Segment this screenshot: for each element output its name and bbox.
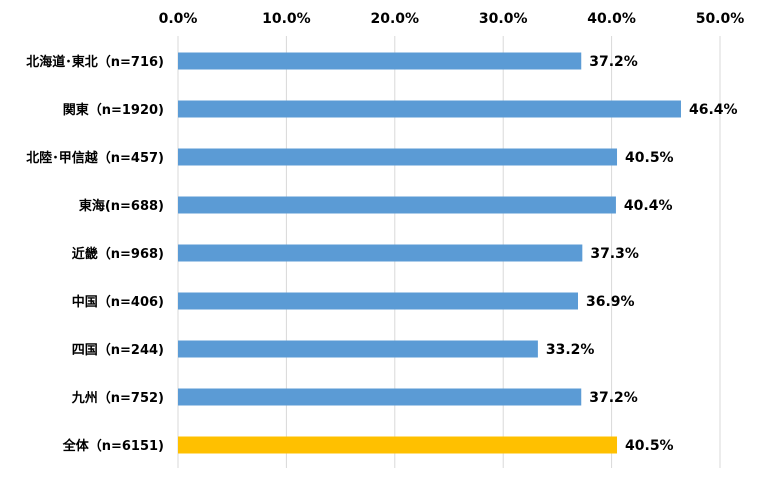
x-tick-label: 40.0% bbox=[587, 11, 636, 27]
x-tick-label: 0.0% bbox=[159, 11, 198, 27]
data-label: 37.2% bbox=[589, 390, 638, 406]
bar bbox=[178, 52, 582, 70]
bars bbox=[178, 52, 681, 454]
x-tick-label: 30.0% bbox=[479, 11, 528, 27]
x-tick-label: 50.0% bbox=[696, 11, 745, 27]
x-tick-label: 10.0% bbox=[262, 11, 311, 27]
data-label: 46.4% bbox=[689, 102, 738, 118]
data-label: 33.2% bbox=[546, 342, 595, 358]
category-labels: 北海道･東北（n=716) 関東（n=1920) 北陸･甲信越（n=457) 東海(n… bbox=[26, 54, 164, 454]
category-label: 全体（n=6151) bbox=[62, 438, 164, 454]
bar-total bbox=[178, 436, 618, 454]
bar bbox=[178, 100, 681, 118]
data-label: 40.5% bbox=[625, 150, 674, 166]
category-label: 東海(n=688) bbox=[79, 198, 164, 214]
bar bbox=[178, 148, 618, 166]
bar bbox=[178, 244, 583, 262]
data-label: 37.2% bbox=[589, 54, 638, 70]
data-labels: 37.2% 46.4% 40.5% 40.4% 37.3% 36.9% 33.2% 37.2%… bbox=[546, 54, 738, 454]
bar bbox=[178, 340, 538, 358]
data-label: 36.9% bbox=[586, 294, 635, 310]
category-label: 北海道･東北（n=716) bbox=[26, 54, 164, 70]
bar bbox=[178, 196, 616, 214]
category-label: 北陸･甲信越（n=457) bbox=[26, 150, 164, 166]
category-label: 四国（n=244) bbox=[72, 342, 164, 358]
data-label: 40.4% bbox=[624, 198, 673, 214]
bar bbox=[178, 388, 582, 406]
data-label: 40.5% bbox=[625, 438, 674, 454]
x-tick-label: 20.0% bbox=[371, 11, 420, 27]
bar bbox=[178, 292, 578, 310]
x-axis-tick-labels: 0.0% 10.0% 20.0% 30.0% 40.0% 50.0% bbox=[159, 11, 745, 27]
category-label: 中国（n=406) bbox=[72, 294, 164, 310]
category-label: 関東（n=1920) bbox=[63, 102, 164, 118]
data-label: 37.3% bbox=[590, 246, 639, 262]
category-label: 近畿（n=968) bbox=[72, 246, 164, 262]
category-label: 九州（n=752) bbox=[71, 390, 164, 406]
